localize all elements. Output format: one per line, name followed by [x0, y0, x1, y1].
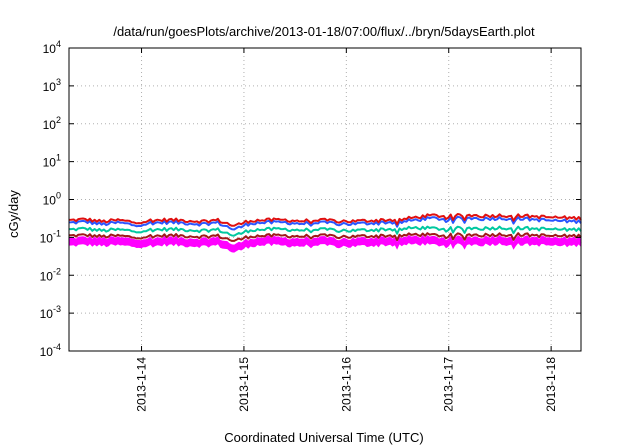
x-tick-label: 2013-1-15	[237, 357, 251, 412]
y-tick-exponent: -2	[53, 266, 61, 276]
y-tick-label: 100	[43, 191, 61, 208]
y-tick-exponent: 4	[56, 39, 61, 49]
y-tick-exponent: 2	[56, 115, 61, 125]
y-tick-label: 10-1	[40, 228, 61, 245]
y-tick-exponent: -4	[53, 342, 61, 352]
x-ticks: 2013-1-14 2013-1-15 2013-1-16 2013-1-17 2013…	[135, 48, 558, 412]
series-line-1	[69, 232, 582, 242]
y-tick-label: 103	[43, 77, 61, 94]
chart-title: /data/run/goesPlots/archive/2013-01-18/0…	[113, 24, 535, 39]
y-tick-label: 10-4	[40, 342, 61, 359]
series-layer	[68, 213, 582, 253]
y-tick-base: 10	[43, 194, 57, 208]
y-axis-label: cGy/day	[6, 190, 21, 238]
y-tick-label: 10-2	[40, 266, 61, 283]
series-line-4	[68, 213, 582, 227]
y-tick-base: 10	[40, 269, 54, 283]
series-line-0	[68, 238, 582, 250]
y-tick-exponent: -3	[53, 304, 61, 314]
x-tick-label: 2013-1-16	[339, 357, 353, 412]
x-axis-label: Coordinated Universal Time (UTC)	[224, 430, 423, 445]
y-tick-exponent: 0	[56, 191, 61, 201]
y-tick-base: 10	[43, 80, 57, 94]
y-tick-base: 10	[43, 42, 57, 56]
y-tick-exponent: 1	[56, 153, 61, 163]
x-tick-label: 2013-1-14	[135, 357, 149, 412]
y-tick-label: 104	[43, 39, 61, 56]
y-tick-base: 10	[43, 118, 57, 132]
series-line-2	[69, 225, 582, 237]
y-tick-base: 10	[43, 156, 57, 170]
y-tick-base: 10	[40, 231, 54, 245]
y-tick-exponent: 3	[56, 77, 61, 87]
x-tick-label: 2013-1-17	[442, 357, 456, 412]
y-tick-label: 10-3	[40, 304, 61, 321]
y-tick-exponent: -1	[53, 228, 61, 238]
y-tick-label: 102	[43, 115, 61, 132]
series-band-0	[69, 235, 581, 253]
y-tick-label: 101	[43, 153, 61, 170]
y-tick-base: 10	[40, 307, 54, 321]
series-line-3	[68, 215, 582, 231]
x-tick-label: 2013-1-18	[544, 357, 558, 412]
y-tick-base: 10	[40, 345, 54, 359]
